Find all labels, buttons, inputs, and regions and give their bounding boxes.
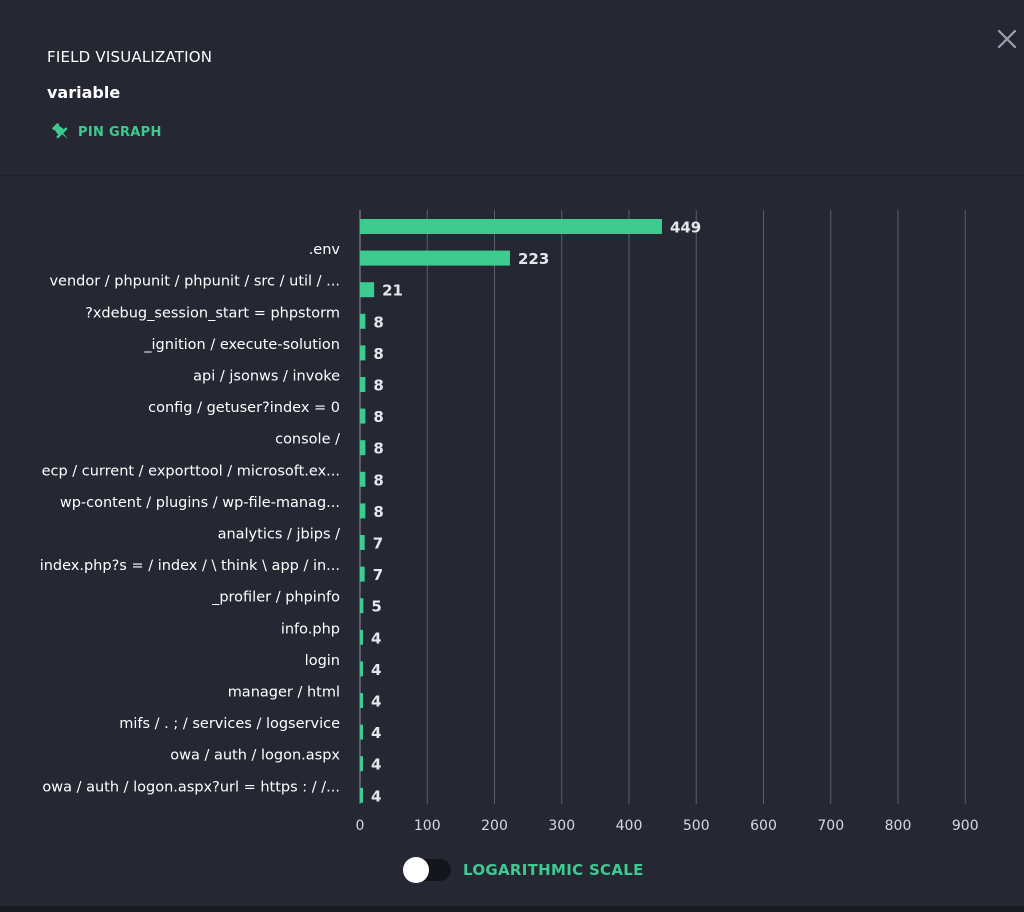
- category-labels: .env vendor / phpunit / phpunit / src / u…: [40, 242, 341, 795]
- category-label: _profiler / phpinfo: [211, 590, 340, 606]
- x-tick-label: 200: [481, 818, 508, 834]
- category-label: login: [305, 653, 340, 669]
- bar-value-label: 8: [373, 471, 383, 489]
- bar[interactable]: [360, 535, 365, 550]
- close-button[interactable]: [994, 26, 1020, 52]
- bar[interactable]: [360, 503, 366, 519]
- x-tick-label: 100: [414, 818, 441, 834]
- bar[interactable]: [360, 250, 510, 266]
- modal-title: FIELD VISUALIZATION: [47, 48, 213, 66]
- x-tick-label: 900: [952, 818, 979, 834]
- bar-value-label: 4: [371, 693, 381, 711]
- bar-value-label: 4: [371, 787, 381, 805]
- pin-graph-button[interactable]: PIN GRAPH: [50, 121, 162, 143]
- category-label: owa / auth / logon.aspx?url = https : / …: [42, 779, 340, 795]
- bar[interactable]: [360, 661, 363, 677]
- bar-value-label: 7: [373, 566, 383, 584]
- category-label: analytics / jbips /: [218, 527, 341, 543]
- bar[interactable]: [360, 313, 366, 329]
- x-tick-label: 600: [750, 818, 777, 834]
- bar-chart: .env vendor / phpunit / phpunit / src / u…: [40, 210, 979, 834]
- category-label: owa / auth / logon.aspx: [170, 748, 340, 764]
- bars: [360, 219, 662, 803]
- bar-value-label: 8: [373, 503, 383, 521]
- bar-value-label: 7: [373, 535, 383, 553]
- bar[interactable]: [360, 219, 662, 234]
- x-tick-label: 800: [885, 818, 912, 834]
- bar-value-label: 5: [371, 598, 381, 616]
- bar[interactable]: [360, 756, 363, 772]
- category-label: config / getuser?index = 0: [148, 400, 340, 416]
- bar[interactable]: [360, 693, 363, 708]
- close-icon: [997, 29, 1017, 49]
- category-label: console /: [275, 432, 340, 448]
- category-label: wp-content / plugins / wp-file-manag...: [60, 495, 340, 511]
- category-label: api / jsonws / invoke: [193, 369, 340, 385]
- bar-value-label: 8: [373, 408, 383, 426]
- category-label: manager / html: [228, 685, 340, 701]
- bar-value-label: 8: [373, 377, 383, 395]
- category-label: _ignition / execute-solution: [143, 337, 340, 353]
- bar[interactable]: [360, 377, 366, 392]
- bar-value-label: 4: [371, 629, 381, 647]
- bar[interactable]: [360, 724, 363, 740]
- bar[interactable]: [360, 598, 364, 614]
- bar[interactable]: [360, 408, 366, 424]
- header-divider: [0, 175, 1024, 176]
- x-tick-label: 300: [548, 818, 575, 834]
- grid-lines: [359, 210, 966, 804]
- bar-value-label: 4: [371, 661, 381, 679]
- category-label: info.php: [281, 621, 340, 637]
- pin-icon: [52, 123, 69, 140]
- value-labels: 449 223 21 8 8 8 8 8 8 8 7 7 5 4 4 4 4 4 4: [371, 219, 701, 806]
- category-label: index.php?s = / index / \ think \ app / …: [40, 558, 340, 574]
- bar[interactable]: [360, 440, 366, 456]
- bar[interactable]: [360, 566, 365, 582]
- bar-value-label: 223: [518, 250, 549, 268]
- bar-value-label: 8: [373, 440, 383, 458]
- category-label: ?xdebug_session_start = phpstorm: [85, 305, 340, 321]
- pin-graph-label: PIN GRAPH: [78, 124, 162, 140]
- category-label: .env: [309, 242, 341, 258]
- field-name: variable: [47, 83, 121, 102]
- bar[interactable]: [360, 629, 363, 645]
- bar[interactable]: [360, 282, 375, 298]
- x-axis-ticks: 0 100 200 300 400 500 600 700 800 900: [356, 818, 979, 834]
- bar[interactable]: [360, 345, 366, 361]
- category-label: mifs / . ; / services / logservice: [119, 716, 340, 732]
- bar-value-label: 8: [373, 313, 383, 331]
- bar-value-label: 449: [670, 219, 701, 237]
- bar-value-label: 8: [373, 345, 383, 363]
- bar-value-label: 4: [371, 756, 381, 774]
- log-scale-toggle[interactable]: [403, 857, 451, 883]
- category-label: ecp / current / exporttool / microsoft.e…: [42, 463, 340, 479]
- category-label: vendor / phpunit / phpunit / src / util …: [49, 274, 340, 290]
- x-tick-label: 0: [356, 818, 365, 834]
- log-scale-control: LOGARITHMIC SCALE: [403, 856, 644, 884]
- bar[interactable]: [360, 787, 363, 803]
- background-strip: [0, 906, 1024, 912]
- bar-value-label: 4: [371, 724, 381, 742]
- toggle-knob: [403, 857, 429, 883]
- bar-value-label: 21: [382, 282, 403, 300]
- x-tick-label: 500: [683, 818, 710, 834]
- log-scale-label: LOGARITHMIC SCALE: [463, 861, 644, 879]
- bar[interactable]: [360, 471, 366, 487]
- x-tick-label: 400: [616, 818, 643, 834]
- x-tick-label: 700: [817, 818, 844, 834]
